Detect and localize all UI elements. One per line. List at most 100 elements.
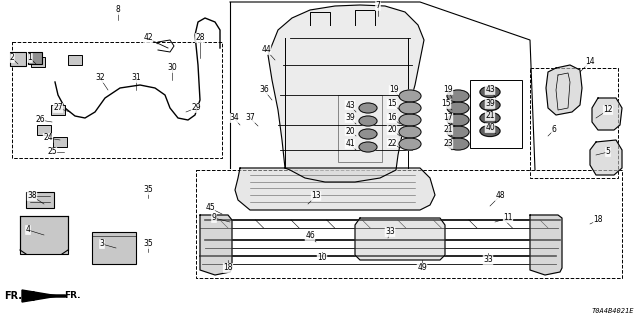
Polygon shape — [530, 215, 562, 275]
Ellipse shape — [480, 100, 500, 110]
Bar — [196, 170, 622, 278]
Text: 4: 4 — [26, 226, 31, 235]
Text: 35: 35 — [143, 239, 153, 249]
Ellipse shape — [359, 142, 377, 152]
Text: 44: 44 — [261, 45, 271, 54]
Text: 19: 19 — [443, 85, 453, 94]
Polygon shape — [592, 98, 622, 130]
Text: 25: 25 — [47, 148, 57, 156]
Text: 39: 39 — [345, 114, 355, 123]
Ellipse shape — [480, 86, 500, 98]
Text: 15: 15 — [387, 100, 397, 108]
Text: 45: 45 — [205, 204, 215, 212]
Text: 49: 49 — [417, 263, 427, 273]
Polygon shape — [22, 290, 58, 302]
Ellipse shape — [399, 138, 421, 150]
Text: 28: 28 — [195, 34, 205, 43]
Text: 26: 26 — [35, 116, 45, 124]
Text: 30: 30 — [167, 63, 177, 73]
Ellipse shape — [480, 125, 500, 137]
Text: 38: 38 — [27, 191, 37, 201]
Text: 1: 1 — [28, 53, 33, 62]
Text: 3: 3 — [100, 239, 104, 249]
Text: 41: 41 — [345, 140, 355, 148]
Text: 13: 13 — [311, 191, 321, 201]
Text: 36: 36 — [259, 85, 269, 94]
Bar — [12, 42, 222, 158]
Polygon shape — [590, 140, 622, 175]
Text: 46: 46 — [305, 231, 315, 241]
Ellipse shape — [399, 114, 421, 126]
Text: 11: 11 — [503, 213, 513, 222]
Text: 34: 34 — [229, 114, 239, 123]
Text: 20: 20 — [345, 126, 355, 135]
Ellipse shape — [359, 103, 377, 113]
Text: 20: 20 — [387, 125, 397, 134]
Bar — [31, 57, 45, 67]
Bar — [92, 232, 136, 264]
Ellipse shape — [359, 129, 377, 139]
Text: 33: 33 — [483, 255, 493, 265]
Text: 15: 15 — [441, 100, 451, 108]
Text: FR.: FR. — [4, 291, 22, 301]
Ellipse shape — [399, 126, 421, 138]
Bar — [338, 95, 382, 162]
Text: 37: 37 — [245, 114, 255, 123]
Polygon shape — [546, 65, 582, 115]
Ellipse shape — [447, 102, 469, 114]
Text: 12: 12 — [604, 106, 612, 115]
Text: 40: 40 — [485, 124, 495, 132]
Bar — [28, 52, 42, 64]
Text: FR.: FR. — [64, 292, 81, 300]
Text: 10: 10 — [317, 253, 327, 262]
Text: 9: 9 — [212, 213, 216, 222]
Bar — [53, 137, 67, 147]
Text: 32: 32 — [95, 74, 105, 83]
Text: 5: 5 — [605, 148, 611, 156]
Ellipse shape — [447, 126, 469, 138]
Text: 23: 23 — [443, 140, 453, 148]
Bar — [20, 216, 68, 254]
Ellipse shape — [447, 138, 469, 150]
Text: 29: 29 — [191, 103, 201, 113]
Text: 24: 24 — [43, 133, 53, 142]
Text: 16: 16 — [387, 114, 397, 123]
Text: 17: 17 — [443, 114, 453, 123]
Text: 7: 7 — [376, 2, 380, 11]
Ellipse shape — [399, 102, 421, 114]
Text: 42: 42 — [143, 34, 153, 43]
Ellipse shape — [399, 90, 421, 102]
Ellipse shape — [359, 116, 377, 126]
Text: 27: 27 — [53, 103, 63, 113]
Text: 2: 2 — [10, 53, 14, 62]
Polygon shape — [355, 218, 445, 260]
Polygon shape — [200, 215, 232, 275]
Text: T0A4B4021E: T0A4B4021E — [591, 308, 634, 314]
Text: 8: 8 — [116, 5, 120, 14]
Text: 35: 35 — [143, 186, 153, 195]
Polygon shape — [268, 5, 424, 182]
Text: 48: 48 — [495, 191, 505, 201]
Bar — [26, 192, 54, 208]
Text: 22: 22 — [387, 139, 397, 148]
Ellipse shape — [447, 114, 469, 126]
Text: 19: 19 — [389, 85, 399, 94]
Bar — [530, 68, 618, 178]
Ellipse shape — [480, 113, 500, 124]
Polygon shape — [235, 168, 435, 210]
Text: 14: 14 — [585, 58, 595, 67]
Text: 21: 21 — [444, 125, 452, 134]
Bar — [51, 105, 65, 115]
Text: 18: 18 — [223, 263, 233, 273]
Text: 43: 43 — [345, 100, 355, 109]
Text: 6: 6 — [552, 125, 556, 134]
Text: 21: 21 — [485, 111, 495, 121]
Text: 18: 18 — [593, 215, 603, 225]
Bar — [68, 55, 82, 65]
Bar — [470, 80, 522, 148]
Bar — [37, 125, 51, 135]
Text: 31: 31 — [131, 74, 141, 83]
Bar — [10, 52, 26, 66]
Text: 43: 43 — [485, 85, 495, 94]
Text: 33: 33 — [385, 228, 395, 236]
